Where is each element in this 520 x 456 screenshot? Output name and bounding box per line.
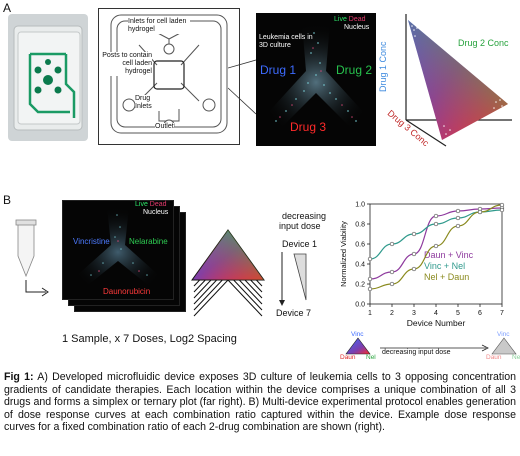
- simplex-axis1-label: Drug 1 Conc: [378, 41, 388, 92]
- ratio-triangle-high: [345, 337, 371, 355]
- cells-label: Leukemia cells in 3D culture: [259, 34, 313, 49]
- device-schematic: Inlets for cell laden hydrogel Posts to …: [98, 8, 240, 145]
- data-point: [433, 243, 439, 249]
- sample-caption: 1 Sample, x 7 Doses, Log2 Spacing: [62, 333, 237, 345]
- drug2-label: Drug 2: [336, 63, 373, 77]
- stack-drug-bottom: Daunorubicin: [103, 287, 151, 296]
- legend-left-label: Daun: [340, 354, 356, 361]
- legend-entry: Vinc + Nel: [424, 261, 465, 271]
- panel-b-letter: B: [3, 193, 12, 207]
- data-point: [433, 221, 439, 227]
- x-tick-label: 3: [412, 310, 416, 317]
- data-point: [499, 202, 505, 208]
- x-tick-label: 4: [434, 310, 438, 317]
- legend-top-label-low: Vinc: [497, 331, 510, 338]
- micrograph-a: Live Dead Nucleus Leukemia cells in 3D c…: [256, 13, 376, 146]
- simplex-axis2-label: Drug 2 Conc: [458, 38, 509, 48]
- legend-right-label: Nel: [366, 354, 376, 361]
- dose-arrow: [279, 252, 307, 306]
- micrograph-a-cells: [264, 23, 368, 131]
- drug3-label: Drug 3: [290, 120, 327, 134]
- y-tick-label: 0.6: [355, 242, 365, 249]
- data-point: [389, 281, 395, 287]
- outlet-label: Outlet: [155, 123, 174, 131]
- posts-label: Posts to contain cell laden hydrogel: [100, 52, 152, 76]
- data-point: [389, 241, 395, 247]
- data-point: [389, 269, 395, 275]
- x-axis-label: Device Number: [407, 318, 466, 328]
- simplex-plot: [405, 14, 512, 147]
- legend-left-label-low: Daun: [486, 354, 502, 361]
- data-point: [433, 213, 439, 219]
- sample-tube: [15, 219, 49, 297]
- y-axis-label: Normalized Viability: [339, 221, 348, 287]
- caption-label: Fig 1:: [4, 371, 34, 383]
- y-tick-label: 0.0: [355, 302, 365, 309]
- dead-label: Dead: [348, 16, 366, 23]
- legend-entry: Nel + Daun: [424, 272, 469, 282]
- device-1-label: Device 1: [282, 239, 318, 249]
- legend-right-label-low: Nel: [512, 354, 520, 361]
- x-tick-label: 7: [500, 310, 504, 317]
- legend-arrow-label: decreasing input dose: [382, 349, 451, 356]
- dose-wedge: [293, 253, 307, 301]
- stack-drug-right: Nelarabine: [129, 237, 168, 246]
- figure-caption: Fig 1: A) Developed microfluidic device …: [4, 371, 516, 434]
- data-point: [411, 231, 417, 237]
- micrograph-b-cells: [73, 207, 163, 289]
- y-tick-label: 0.8: [355, 222, 365, 229]
- data-point: [367, 256, 373, 262]
- device-photo: [8, 14, 88, 141]
- stack-dead-label: Dead: [149, 201, 167, 208]
- y-tick-label: 0.2: [355, 282, 365, 289]
- micrograph-b: Live Dead Nucleus Vincristine Nelarabine…: [62, 200, 174, 300]
- drug-inlets-label: Drug Inlets: [135, 95, 163, 111]
- inlets-label: Inlets for cell laden hydrogel: [128, 18, 190, 34]
- data-point: [455, 223, 461, 229]
- dose-triangle-stack: [191, 229, 265, 317]
- data-point: [411, 251, 417, 257]
- x-tick-label: 5: [456, 310, 460, 317]
- legend-top-label: Vinc: [351, 331, 364, 338]
- x-tick-label: 1: [368, 310, 372, 317]
- data-point: [367, 276, 373, 282]
- caption-text: A) Developed microfluidic device exposes…: [4, 371, 517, 434]
- data-point: [455, 208, 461, 214]
- legend-entry: Daun + Vinc: [424, 250, 474, 260]
- stack-nucleus-label: Nucleus: [143, 209, 169, 216]
- stack-legend-live-dead: Live Dead: [135, 201, 167, 209]
- live-label: Live: [334, 16, 347, 23]
- dose-label-2: input dose: [279, 221, 321, 231]
- stack-live-label: Live: [135, 201, 148, 208]
- data-point: [477, 209, 483, 215]
- drug1-label: Drug 1: [260, 63, 297, 77]
- data-point: [411, 266, 417, 272]
- device-7-label: Device 7: [276, 308, 312, 318]
- data-point: [499, 207, 505, 213]
- zoom-connector: [228, 59, 257, 115]
- dose-label-1: decreasing: [282, 211, 327, 221]
- y-tick-label: 0.4: [355, 262, 365, 269]
- device-photo-graphic: [13, 25, 83, 131]
- stack-drug-left: Vincristine: [73, 237, 110, 246]
- panel-a-letter: A: [3, 1, 12, 15]
- y-tick-label: 1.0: [355, 202, 365, 209]
- dose-response-chart: 0.0 0.2 0.4 0.6 0.8 1.0 1 2 3 4 5 6 7 Device Number No…: [339, 202, 505, 328]
- data-point: [455, 215, 461, 221]
- data-point: [367, 286, 373, 292]
- ratio-triangle-low: [491, 337, 517, 355]
- nucleus-label: Nucleus: [344, 24, 370, 31]
- simplex-axis-3: [405, 119, 447, 147]
- x-tick-label: 2: [390, 310, 394, 317]
- ratio-legend: [345, 337, 517, 355]
- x-tick-label: 6: [478, 310, 482, 317]
- legend-live-dead: Live Dead: [334, 16, 366, 24]
